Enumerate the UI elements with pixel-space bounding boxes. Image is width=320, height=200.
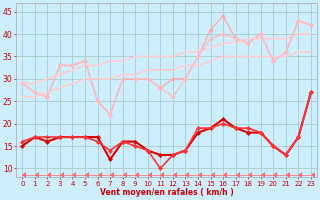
X-axis label: Vent moyen/en rafales ( km/h ): Vent moyen/en rafales ( km/h ) xyxy=(100,188,234,197)
